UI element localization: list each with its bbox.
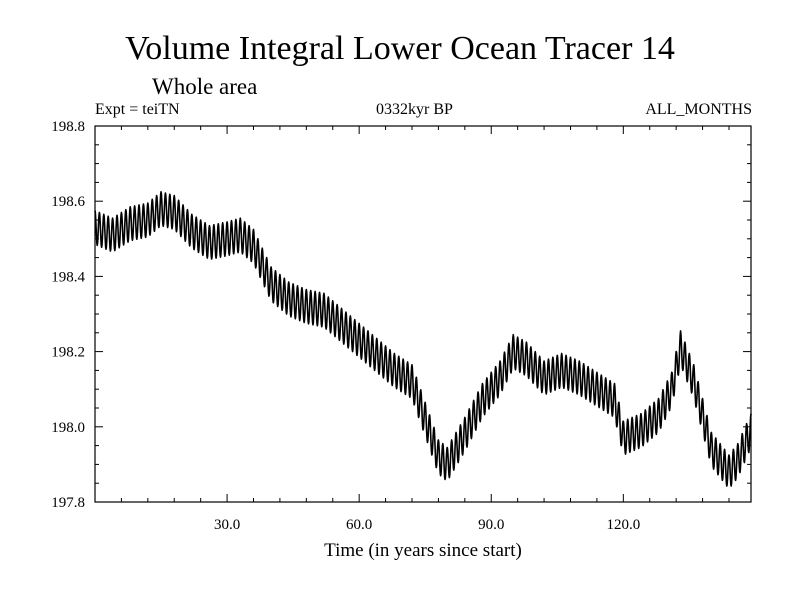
x-tick-label: 30.0 bbox=[214, 517, 240, 533]
experiment-label: Expt = teiTN bbox=[95, 101, 180, 118]
y-tick-label: 198.8 bbox=[51, 119, 85, 135]
plot-frame bbox=[94, 125, 752, 503]
series-line bbox=[94, 191, 752, 487]
chart-subtitle: Whole area bbox=[152, 74, 258, 99]
period-label: 0332kyr BP bbox=[376, 101, 453, 118]
x-tick-label: 120.0 bbox=[606, 517, 640, 533]
y-tick-label: 197.8 bbox=[51, 495, 85, 511]
x-axis-label: Time (in years since start) bbox=[324, 540, 522, 561]
chart-title: Volume Integral Lower Ocean Tracer 14 bbox=[125, 30, 675, 67]
x-tick-label: 90.0 bbox=[478, 517, 504, 533]
y-tick-label: 198.6 bbox=[51, 194, 85, 210]
y-tick-label: 198.4 bbox=[51, 269, 85, 285]
y-tick-label: 198.2 bbox=[51, 345, 85, 361]
y-tick-label: 198.0 bbox=[51, 420, 85, 436]
months-label: ALL_MONTHS bbox=[645, 101, 752, 118]
x-tick-label: 60.0 bbox=[346, 517, 372, 533]
